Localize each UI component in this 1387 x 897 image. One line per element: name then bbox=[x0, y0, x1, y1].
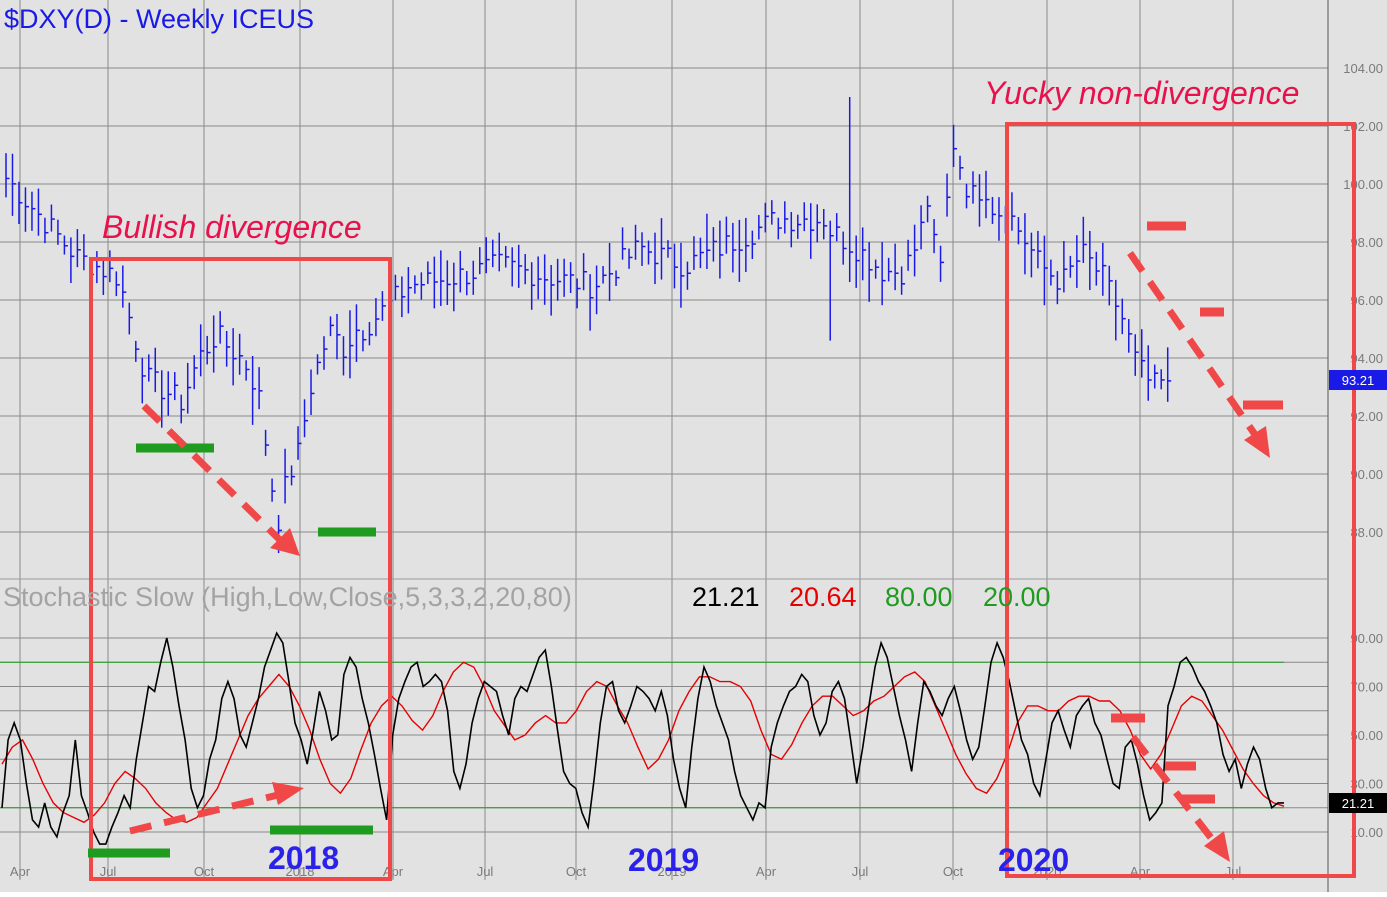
stochastic-d-line bbox=[1, 661, 1285, 824]
x-tick-label: Oct bbox=[943, 864, 964, 879]
yucky-divergence-label: Yucky non-divergence bbox=[984, 75, 1299, 111]
year-label-2018: 2018 bbox=[268, 840, 339, 876]
stochastic-lower-level-value: 20.00 bbox=[983, 582, 1051, 612]
stochastic-tick-label: 30.00 bbox=[1350, 777, 1383, 792]
bullish-divergence-label: Bullish divergence bbox=[102, 209, 362, 245]
x-tick-label: Oct bbox=[566, 864, 587, 879]
year-label-2020: 2020 bbox=[998, 842, 1069, 878]
stochastic-tick-label: 10.00 bbox=[1350, 825, 1383, 840]
annotations bbox=[88, 122, 1356, 881]
stochastic-d-value: 20.64 bbox=[789, 582, 857, 612]
yucky-divergence-box bbox=[1005, 122, 1356, 878]
x-tick-label: Apr bbox=[756, 864, 777, 879]
divergence-arrow-stoch-2 bbox=[1130, 734, 1218, 846]
bullish-divergence-box bbox=[89, 257, 392, 881]
price-tick-label: 90.00 bbox=[1350, 467, 1383, 482]
stochastic-tick-label: 50.00 bbox=[1350, 728, 1383, 743]
price-tick-label: 102.00 bbox=[1343, 119, 1383, 134]
stochastic-axis-ticks: 90.00 70.00 50.00 30.00 10.00 bbox=[1350, 631, 1383, 840]
price-tick-label: 100.00 bbox=[1343, 177, 1383, 192]
price-gridlines bbox=[0, 67, 1328, 533]
x-tick-label: Jul bbox=[100, 864, 117, 879]
vertical-gridlines bbox=[19, 0, 1234, 880]
stochastic-tick-label: 90.00 bbox=[1350, 631, 1383, 646]
x-tick-label: Jul bbox=[852, 864, 869, 879]
divergence-arrowhead-2 bbox=[272, 782, 304, 805]
year-label-2019: 2019 bbox=[628, 842, 699, 878]
divergence-arrowhead-4 bbox=[1204, 831, 1230, 862]
divergence-arrowhead-3 bbox=[1244, 426, 1270, 458]
chart-title: $DXY(D) - Weekly ICEUS bbox=[4, 4, 314, 34]
stochastic-tick-label: 70.00 bbox=[1350, 680, 1383, 695]
stochastic-last-value-tag: 21.21 bbox=[1329, 793, 1387, 813]
divergence-arrow-price-2 bbox=[1127, 251, 1259, 438]
price-last-value-label: 93.21 bbox=[1342, 373, 1375, 388]
stochastic-upper-level-value: 80.00 bbox=[885, 582, 953, 612]
price-tick-label: 98.00 bbox=[1350, 235, 1383, 250]
x-tick-label: Apr bbox=[383, 864, 404, 879]
x-tick-label: 2019 bbox=[658, 864, 687, 879]
price-tick-label: 88.00 bbox=[1350, 525, 1383, 540]
x-tick-label: 2018 bbox=[286, 864, 315, 879]
x-tick-label: Jul bbox=[477, 864, 494, 879]
price-tick-label: 96.00 bbox=[1350, 293, 1383, 308]
price-tick-label: 104.00 bbox=[1343, 61, 1383, 76]
divergence-arrow-price-1 bbox=[141, 403, 283, 543]
price-last-value-tag: 93.21 bbox=[1329, 370, 1387, 390]
stochastic-k-line bbox=[1, 631, 1284, 845]
price-bars bbox=[5, 97, 1172, 554]
stochastic-last-value-label: 21.21 bbox=[1342, 796, 1375, 811]
divergence-arrowhead-1 bbox=[270, 528, 300, 556]
divergence-arrow-stoch-1 bbox=[129, 790, 283, 835]
indicator-label: Stochastic Slow (High,Low,Close,5,3,3,2,… bbox=[3, 582, 572, 612]
x-tick-label: Oct bbox=[194, 864, 215, 879]
price-tick-label: 92.00 bbox=[1350, 409, 1383, 424]
x-tick-label: Apr bbox=[10, 864, 31, 879]
stochastic-k-value: 21.21 bbox=[692, 582, 760, 612]
price-tick-label: 94.00 bbox=[1350, 351, 1383, 366]
